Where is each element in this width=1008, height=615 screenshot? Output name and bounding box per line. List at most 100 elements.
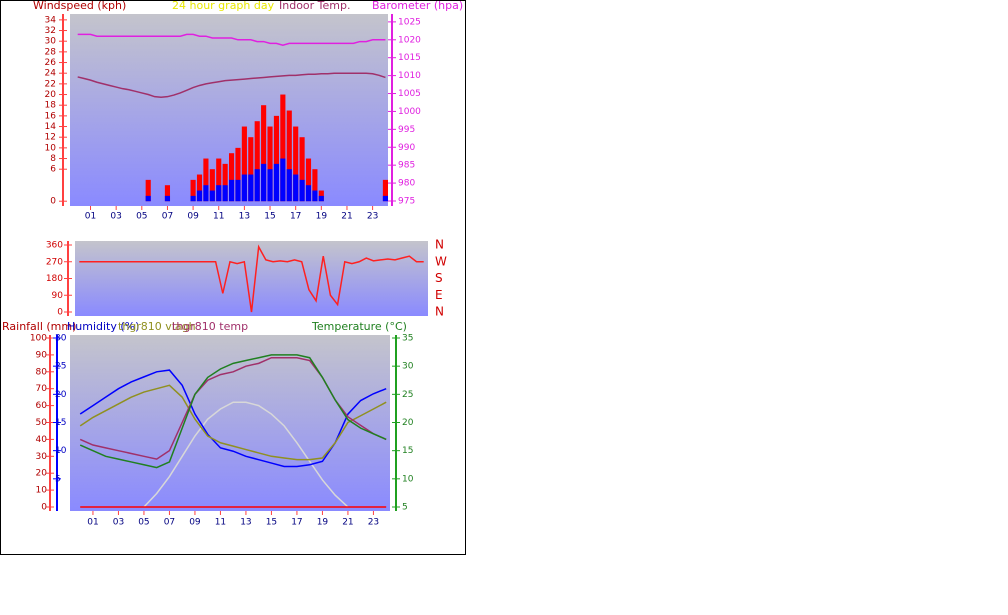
x-tick-label: 23 xyxy=(367,212,378,222)
wind-bar xyxy=(164,195,171,202)
axis-title: Barometer (hpa) xyxy=(372,0,463,12)
y-tick-label: 20 xyxy=(45,90,57,100)
y-tick-label: 0 xyxy=(57,308,63,318)
wind-bar xyxy=(293,126,299,202)
wind-bar xyxy=(254,169,260,202)
wind-bar xyxy=(299,179,305,202)
wind-bar xyxy=(299,137,305,202)
y-tick-label: 10 xyxy=(45,143,57,153)
y-tick-label: N xyxy=(435,238,444,252)
x-tick-label: 03 xyxy=(110,212,121,222)
series-line xyxy=(143,401,349,508)
wind-bar xyxy=(190,195,196,202)
wind-bar xyxy=(261,105,267,202)
wind-bar xyxy=(235,179,241,202)
y-tick-label: 35 xyxy=(402,334,413,344)
x-tick-label: 07 xyxy=(162,212,173,222)
y-tick-label: 100 xyxy=(30,334,47,344)
plot-background xyxy=(70,335,390,511)
plot-background xyxy=(75,241,428,316)
y-tick-label: 26 xyxy=(45,58,57,68)
y-tick-label: 1010 xyxy=(398,71,421,81)
y-tick-label: 25 xyxy=(55,362,66,372)
x-tick-label: 17 xyxy=(290,212,301,222)
axis-title: Temperature (°C) xyxy=(311,320,407,333)
y-tick-label: E xyxy=(435,288,443,302)
wind-bar xyxy=(196,174,203,202)
wind-bar xyxy=(286,169,292,202)
y-tick-label: 270 xyxy=(46,257,63,267)
wind-bar xyxy=(145,179,151,202)
wind-bar xyxy=(145,195,151,202)
y-tick-label: N xyxy=(435,305,444,319)
series-line xyxy=(79,244,424,313)
y-tick-label: 6 xyxy=(50,165,56,175)
wind-bar xyxy=(293,174,299,202)
y-tick-label: 90 xyxy=(52,291,64,301)
y-tick-label: 14 xyxy=(45,122,57,132)
y-tick-label: 995 xyxy=(398,125,415,135)
wind-bar xyxy=(382,179,388,202)
wind-bar xyxy=(209,169,215,202)
x-tick-label: 11 xyxy=(213,212,224,222)
x-tick-label: 01 xyxy=(85,212,96,222)
wind-bar xyxy=(241,174,247,202)
wind-bar xyxy=(305,158,312,202)
series-line xyxy=(79,384,387,461)
wind-bar xyxy=(261,163,267,202)
x-tick-label: 09 xyxy=(189,518,201,528)
y-tick-label: 30 xyxy=(45,37,57,47)
y-tick-label: 0 xyxy=(50,197,56,207)
y-tick-label: 980 xyxy=(398,179,415,189)
x-tick-label: 21 xyxy=(341,212,352,222)
wind-bar xyxy=(280,94,286,202)
y-tick-label: 60 xyxy=(36,401,48,411)
y-tick-label: 180 xyxy=(46,274,63,284)
chart-title: 24 hour graph day xyxy=(172,0,275,12)
y-tick-label: W xyxy=(435,254,447,268)
wind-bar xyxy=(305,185,312,202)
axis-title: Windspeed (kph) xyxy=(33,0,126,12)
y-tick-label: 30 xyxy=(402,362,414,372)
x-tick-label: 11 xyxy=(215,518,226,528)
wind-bar xyxy=(222,163,228,202)
wind-bar xyxy=(254,121,260,202)
y-tick-label: 90 xyxy=(36,350,48,360)
y-tick-label: 15 xyxy=(402,446,413,456)
y-tick-label: 985 xyxy=(398,161,415,171)
wind-bar xyxy=(280,158,286,202)
wind-bar xyxy=(196,190,203,202)
y-tick-label: 24 xyxy=(45,69,57,79)
y-tick-label: 25 xyxy=(402,390,413,400)
x-tick-label: 07 xyxy=(164,518,175,528)
x-tick-label: 15 xyxy=(264,212,275,222)
series-line xyxy=(79,354,387,469)
y-tick-label: 975 xyxy=(398,196,415,206)
x-tick-label: 21 xyxy=(342,518,353,528)
x-tick-label: 23 xyxy=(368,518,379,528)
x-tick-label: 13 xyxy=(240,518,251,528)
wind-bar xyxy=(318,195,324,202)
wind-bar xyxy=(248,137,254,202)
x-tick-label: 19 xyxy=(317,518,329,528)
wind-bar xyxy=(241,126,247,202)
y-tick-label: 1015 xyxy=(398,53,421,63)
y-tick-label: 22 xyxy=(45,79,56,89)
axis-title: Humidity (%) xyxy=(67,320,139,333)
wind-bar xyxy=(248,174,254,202)
y-tick-label: S xyxy=(435,271,443,285)
wind-bar xyxy=(382,195,388,202)
y-tick-label: 1000 xyxy=(398,107,421,117)
y-tick-label: 50 xyxy=(36,418,48,428)
x-tick-label: 01 xyxy=(87,518,98,528)
wind-bar xyxy=(235,147,241,202)
wind-bar xyxy=(267,169,273,202)
wind-bar xyxy=(312,190,318,202)
x-tick-label: 15 xyxy=(266,518,277,528)
wind-bar xyxy=(273,163,280,202)
wind-bar xyxy=(190,179,196,202)
y-tick-label: 0 xyxy=(41,503,47,513)
y-tick-label: 18 xyxy=(45,101,57,111)
legend-entry: Indoor Temp. xyxy=(279,0,351,12)
y-tick-label: 34 xyxy=(45,15,57,25)
